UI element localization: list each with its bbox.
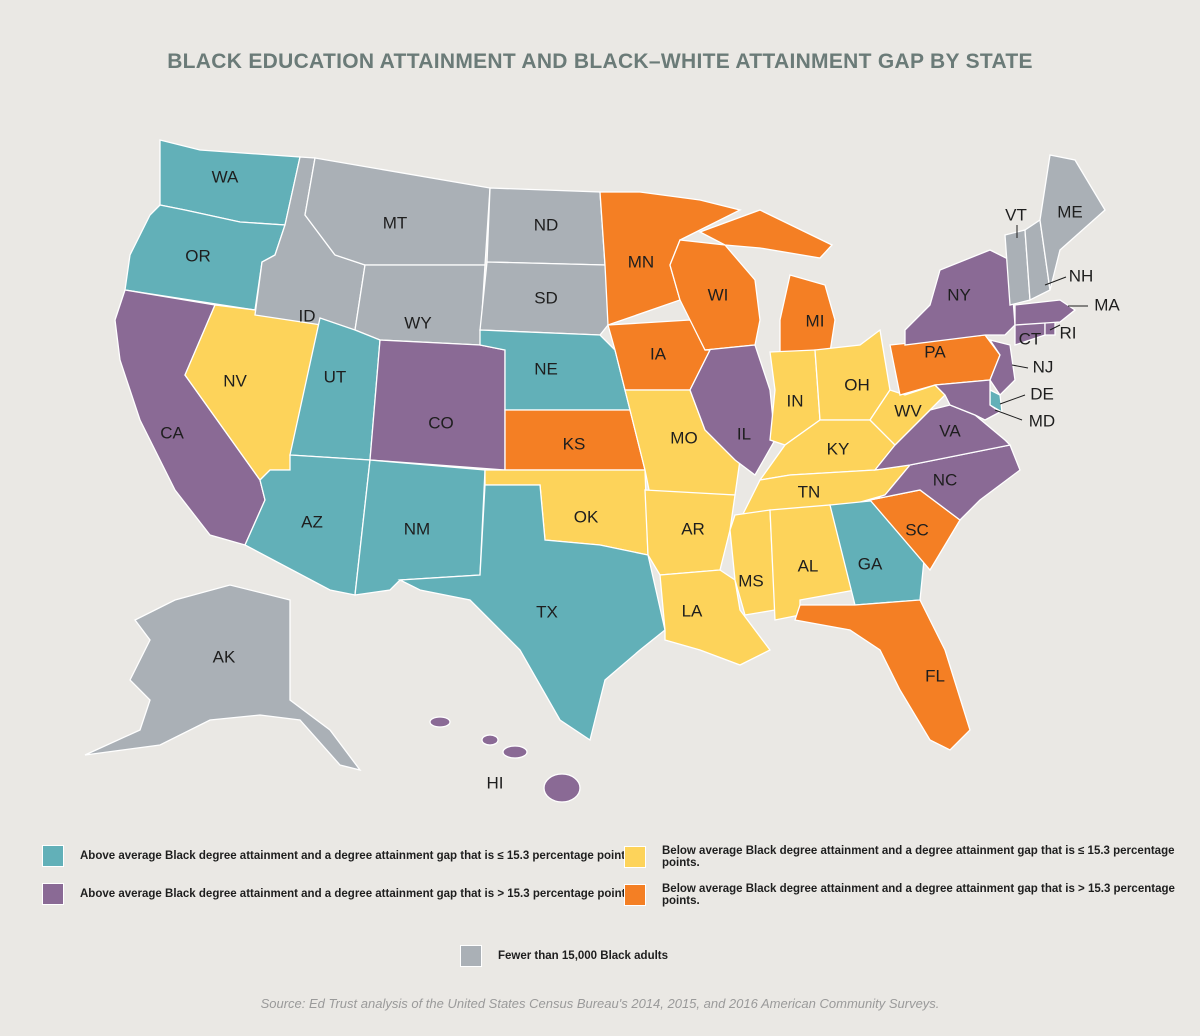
legend-item-above-le: Above average Black degree attainment an… xyxy=(42,845,635,867)
state-hi xyxy=(481,734,499,746)
state-label-wi: WI xyxy=(708,285,729,304)
state-label-co: CO xyxy=(428,413,454,432)
state-label-nh: NH xyxy=(1069,266,1094,285)
legend-label: Above average Black degree attainment an… xyxy=(80,850,635,862)
state-label-nj: NJ xyxy=(1033,357,1054,376)
state-sd xyxy=(479,261,613,336)
state-label-ny: NY xyxy=(947,285,971,304)
state-label-al: AL xyxy=(798,556,819,575)
state-mi xyxy=(698,209,834,259)
state-label-ak: AK xyxy=(213,647,236,666)
legend-item-below-gt: Below average Black degree attainment an… xyxy=(624,883,1200,907)
state-label-mt: MT xyxy=(383,213,408,232)
state-label-ct: CT xyxy=(1019,329,1042,348)
legend-item-above-gt: Above average Black degree attainment an… xyxy=(42,883,635,905)
state-label-in: IN xyxy=(787,391,804,410)
state-label-ne: NE xyxy=(534,359,558,378)
state-label-ma: MA xyxy=(1094,295,1120,314)
state-label-ks: KS xyxy=(563,434,586,453)
state-hi xyxy=(502,745,528,759)
state-label-mi: MI xyxy=(806,311,825,330)
state-label-mo: MO xyxy=(670,428,697,447)
state-label-az: AZ xyxy=(301,512,323,531)
legend-item-few: Fewer than 15,000 Black adults xyxy=(460,945,668,967)
state-label-va: VA xyxy=(939,421,961,440)
state-label-ri: RI xyxy=(1060,323,1077,342)
state-il xyxy=(689,344,776,476)
state-label-pa: PA xyxy=(924,342,946,361)
state-label-fl: FL xyxy=(925,666,945,685)
state-ma xyxy=(1014,299,1077,326)
state-label-sd: SD xyxy=(534,288,558,307)
legend-label: Above average Black degree attainment an… xyxy=(80,888,636,900)
state-label-vt: VT xyxy=(1005,205,1027,224)
legend-swatch-yellow xyxy=(624,846,646,868)
legend-label: Below average Black degree attainment an… xyxy=(662,845,1175,869)
state-label-ia: IA xyxy=(650,344,667,363)
state-me xyxy=(1039,154,1106,291)
state-label-id: ID xyxy=(299,306,316,325)
legend-swatch-teal xyxy=(42,845,64,867)
map-title: BLACK EDUCATION ATTAINMENT AND BLACK–WHI… xyxy=(167,50,1033,73)
state-label-me: ME xyxy=(1057,202,1083,221)
state-label-hi: HI xyxy=(487,773,504,792)
state-label-ok: OK xyxy=(574,507,599,526)
state-co xyxy=(369,339,506,471)
state-wy xyxy=(354,264,486,346)
legend-swatch-purple xyxy=(42,883,64,905)
source-note: Source: Ed Trust analysis of the United … xyxy=(260,996,940,1011)
state-label-wy: WY xyxy=(404,313,431,332)
state-label-wa: WA xyxy=(212,167,239,186)
state-label-sc: SC xyxy=(905,520,929,539)
state-label-ut: UT xyxy=(324,367,347,386)
state-label-nm: NM xyxy=(404,519,430,538)
legend-item-below-le: Below average Black degree attainment an… xyxy=(624,845,1200,869)
state-md xyxy=(933,379,1002,421)
state-hi xyxy=(543,773,581,803)
state-label-la: LA xyxy=(682,601,703,620)
legend-swatch-orange xyxy=(624,884,646,906)
legend-swatch-gray xyxy=(460,945,482,967)
legend-label: Fewer than 15,000 Black adults xyxy=(498,950,669,962)
state-la xyxy=(659,569,771,666)
state-tx xyxy=(397,484,666,742)
state-label-ca: CA xyxy=(160,423,184,442)
state-label-nd: ND xyxy=(534,215,559,234)
state-label-nc: NC xyxy=(933,470,958,489)
state-label-or: OR xyxy=(185,246,211,265)
legend-label: Below average Black degree attainment an… xyxy=(662,883,1175,907)
state-fl xyxy=(794,599,971,751)
state-hi xyxy=(429,716,451,728)
state-label-de: DE xyxy=(1030,384,1054,403)
state-label-ar: AR xyxy=(681,519,705,538)
state-label-tn: TN xyxy=(798,482,821,501)
state-label-il: IL xyxy=(737,424,751,443)
state-label-ky: KY xyxy=(827,439,850,458)
state-mt xyxy=(304,157,491,266)
state-label-ga: GA xyxy=(858,554,883,573)
state-label-md: MD xyxy=(1029,411,1055,430)
state-label-wv: WV xyxy=(894,401,922,420)
state-ak xyxy=(84,584,362,772)
state-label-ms: MS xyxy=(738,571,764,590)
state-label-nv: NV xyxy=(223,371,247,390)
state-label-tx: TX xyxy=(536,602,558,621)
state-label-mn: MN xyxy=(628,252,654,271)
state-label-oh: OH xyxy=(844,375,870,394)
